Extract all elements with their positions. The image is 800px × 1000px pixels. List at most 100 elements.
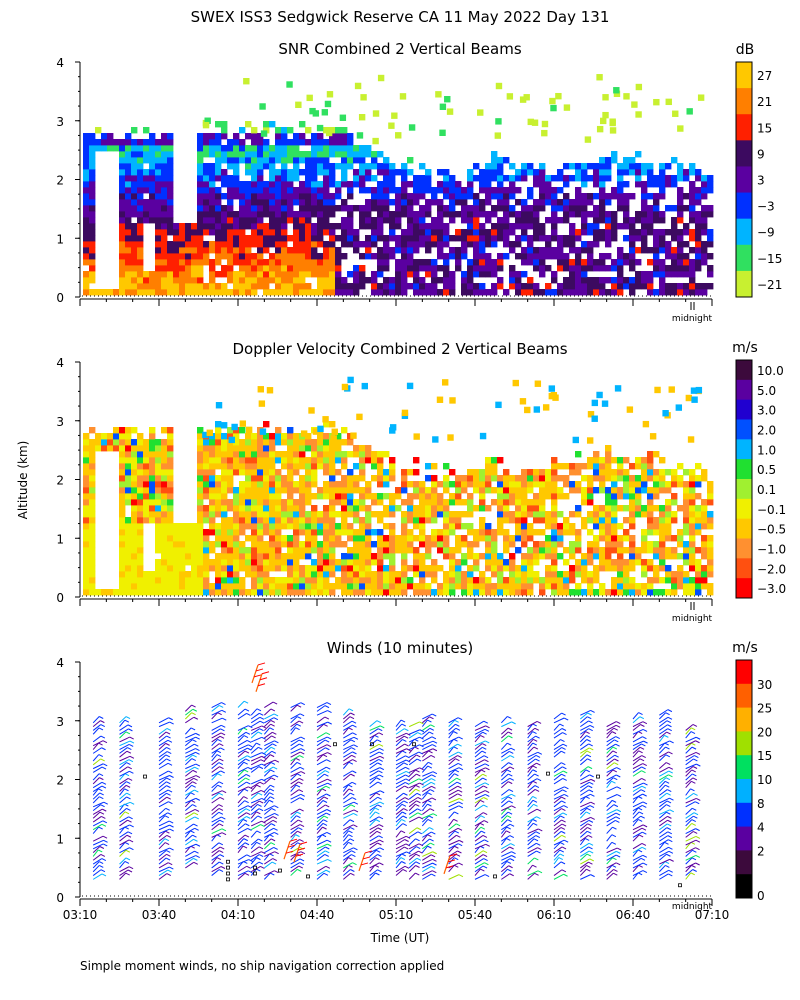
heatmap-cell xyxy=(281,511,288,518)
wind-barb xyxy=(158,873,168,880)
wind-barb-feather xyxy=(191,758,196,762)
heatmap-cell xyxy=(581,193,588,200)
wind-barb-feather xyxy=(258,766,264,770)
heatmap-cell xyxy=(83,277,90,284)
heatmap-cell xyxy=(89,193,96,200)
heatmap-cell xyxy=(299,547,306,554)
heatmap-cell xyxy=(359,505,366,512)
heatmap-cell xyxy=(623,547,630,554)
heatmap-cell xyxy=(323,469,330,476)
heatmap-cell xyxy=(527,187,534,194)
heatmap-cell xyxy=(665,553,672,560)
wind-barb-feather xyxy=(296,811,302,815)
heatmap-cell xyxy=(191,577,198,584)
heatmap-cell xyxy=(251,481,258,488)
heatmap-cell xyxy=(635,151,642,158)
heatmap-cell xyxy=(659,265,666,272)
heatmap-cell xyxy=(467,571,474,578)
heatmap-cell xyxy=(341,139,348,146)
heatmap-cell xyxy=(227,553,234,560)
heatmap-cell xyxy=(209,193,216,200)
heatmap-cell xyxy=(287,433,294,440)
heatmap-cell xyxy=(281,433,288,440)
heatmap-cell xyxy=(209,529,216,536)
heatmap-cell xyxy=(335,247,342,254)
heatmap-cell xyxy=(653,589,660,596)
heatmap-cell xyxy=(167,463,174,470)
heatmap-cell xyxy=(689,511,696,518)
heatmap-cell xyxy=(317,493,324,500)
wind-barb-feather xyxy=(218,704,224,708)
heatmap-cell xyxy=(341,493,348,500)
heatmap-cell xyxy=(495,118,502,125)
heatmap-cell xyxy=(323,493,330,500)
heatmap-cell xyxy=(563,589,570,596)
heatmap-cell xyxy=(467,547,474,554)
heatmap-cell xyxy=(593,517,600,524)
heatmap-cell xyxy=(227,229,234,236)
heatmap-cell xyxy=(431,193,438,200)
heatmap-cell xyxy=(233,463,240,470)
heatmap-cell xyxy=(527,235,534,242)
heatmap-cell xyxy=(491,535,498,542)
wind-barb xyxy=(263,746,272,754)
heatmap-cell xyxy=(173,583,180,590)
heatmap-cell xyxy=(287,439,294,446)
heatmap-cell xyxy=(587,463,594,470)
heatmap-cell xyxy=(161,517,168,524)
heatmap-cell xyxy=(449,583,456,590)
heatmap-cell xyxy=(425,265,432,272)
heatmap-cell xyxy=(221,487,228,494)
heatmap-cell xyxy=(479,499,486,506)
heatmap-cell xyxy=(299,505,306,512)
heatmap-cell xyxy=(389,211,396,218)
wind-barb xyxy=(184,830,191,838)
heatmap-cell xyxy=(203,577,210,584)
wind-barb xyxy=(119,869,129,876)
heatmap-cell xyxy=(245,535,252,542)
heatmap-cell xyxy=(287,211,294,218)
heatmap-cell xyxy=(665,98,672,106)
wind-barb-feather xyxy=(270,746,276,750)
wind-barb-feather xyxy=(165,807,170,811)
heatmap-cell xyxy=(473,577,480,584)
wind-barb-feather xyxy=(270,823,276,827)
heatmap-cell xyxy=(299,253,306,260)
heatmap-cell xyxy=(305,439,312,446)
heatmap-cell xyxy=(83,469,90,476)
heatmap-cell xyxy=(479,283,486,290)
heatmap-cell xyxy=(449,199,456,206)
heatmap-cell xyxy=(311,205,318,212)
heatmap-cell xyxy=(251,259,258,266)
heatmap-cell xyxy=(299,463,306,470)
heatmap-cell xyxy=(401,559,408,566)
heatmap-cell xyxy=(407,469,414,476)
heatmap-cell xyxy=(341,229,348,236)
heatmap-cell xyxy=(413,271,420,278)
heatmap-cell xyxy=(311,223,318,230)
heatmap-cell xyxy=(239,553,246,560)
heatmap-cell xyxy=(491,529,498,536)
wind-barb xyxy=(250,846,260,854)
heatmap-cell xyxy=(653,505,660,512)
heatmap-cell xyxy=(263,433,270,440)
heatmap-cell xyxy=(341,383,349,391)
heatmap-cell xyxy=(287,187,294,194)
heatmap-cell xyxy=(341,457,348,464)
heatmap-cell xyxy=(245,439,252,446)
heatmap-cell xyxy=(299,211,306,218)
heatmap-cell xyxy=(89,253,96,260)
heatmap-cell xyxy=(659,535,666,542)
heatmap-cell xyxy=(263,247,270,254)
wind-barb-feather xyxy=(274,831,279,835)
heatmap-cell xyxy=(119,211,126,218)
heatmap-cell xyxy=(641,565,648,572)
heatmap-cell xyxy=(119,223,126,230)
heatmap-cell xyxy=(221,583,228,590)
heatmap-cell xyxy=(329,547,336,554)
heatmap-cell xyxy=(494,132,502,139)
heatmap-cell xyxy=(299,271,306,278)
heatmap-cell xyxy=(329,151,336,158)
heatmap-cell xyxy=(197,559,204,566)
heatmap-cell xyxy=(209,271,216,278)
